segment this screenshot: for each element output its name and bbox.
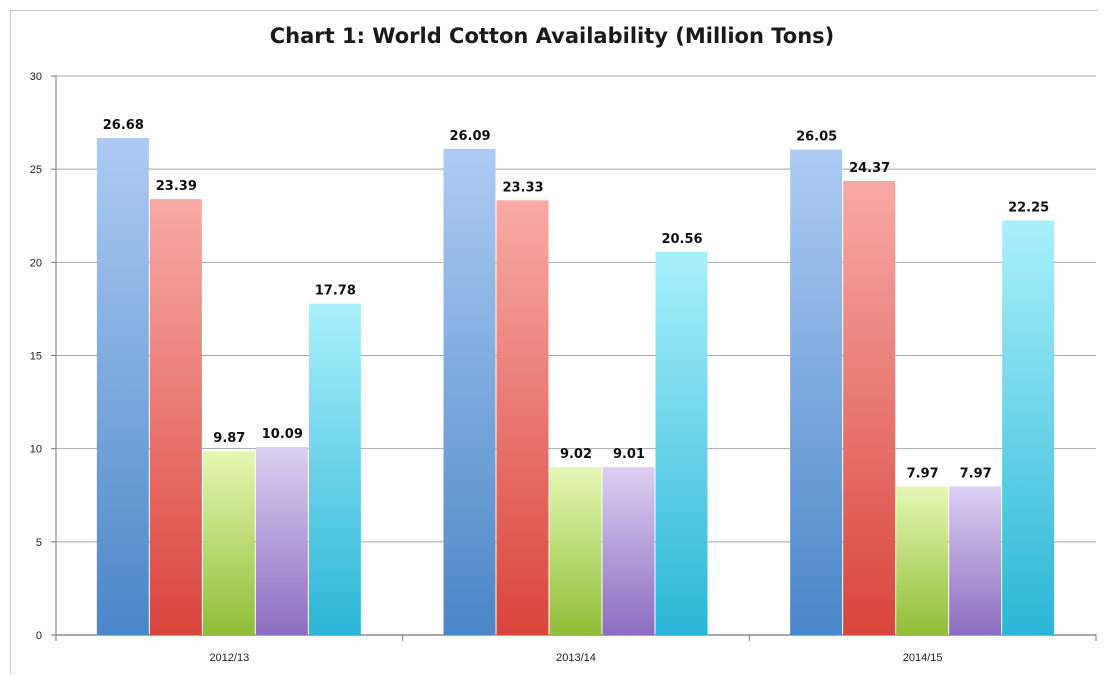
data-label: 7.97	[960, 466, 992, 481]
bar	[602, 467, 655, 635]
bar	[96, 137, 149, 635]
bar	[843, 180, 896, 635]
bar	[549, 466, 602, 635]
data-label: 22.25	[1008, 200, 1049, 215]
bar	[443, 148, 496, 636]
data-label: 20.56	[661, 232, 702, 247]
data-label: 9.02	[560, 447, 592, 462]
data-label: 17.78	[315, 284, 356, 299]
data-label: 23.33	[502, 180, 543, 195]
data-label: 10.09	[262, 427, 303, 442]
bar	[655, 251, 708, 635]
y-tick-label: 5	[36, 537, 42, 549]
x-tick-label: 2012/13	[209, 652, 249, 664]
x-tick-label: 2013/14	[556, 652, 596, 664]
bar	[149, 199, 202, 636]
data-label: 7.97	[907, 466, 939, 481]
y-tick-label: 15	[30, 351, 42, 363]
data-label: 9.87	[213, 431, 245, 446]
data-label: 9.01	[613, 447, 645, 462]
y-tick-label: 10	[30, 444, 42, 456]
data-label: 23.39	[156, 179, 197, 194]
y-axis-ticks: 0 5 10 15 20 25 30	[30, 71, 42, 642]
y-tick-label: 30	[30, 71, 42, 83]
y-tick-label: 0	[36, 630, 42, 642]
bar	[790, 149, 843, 635]
bar	[496, 200, 549, 635]
x-tick-label: 2014/15	[903, 652, 943, 664]
x-axis-ticks: 2012/13 2013/14 2014/15	[209, 652, 942, 664]
bar	[255, 446, 308, 635]
y-tick-label: 25	[30, 164, 42, 176]
bar	[896, 486, 949, 635]
data-label: 26.68	[103, 118, 144, 133]
bar	[308, 303, 361, 635]
data-label: 26.05	[796, 130, 837, 145]
bars	[96, 137, 1055, 636]
bar	[949, 486, 1002, 635]
bar	[1002, 220, 1055, 636]
bar	[202, 451, 255, 635]
chart-title: Chart 1: World Cotton Availability (Mill…	[269, 24, 835, 48]
data-label: 26.09	[449, 129, 490, 144]
data-labels: 26.68 23.39 9.87 10.09 17.78 26.09 23.33 9.02 9.…	[103, 118, 1049, 482]
data-label: 24.37	[849, 161, 890, 176]
y-tick-label: 20	[30, 257, 42, 269]
